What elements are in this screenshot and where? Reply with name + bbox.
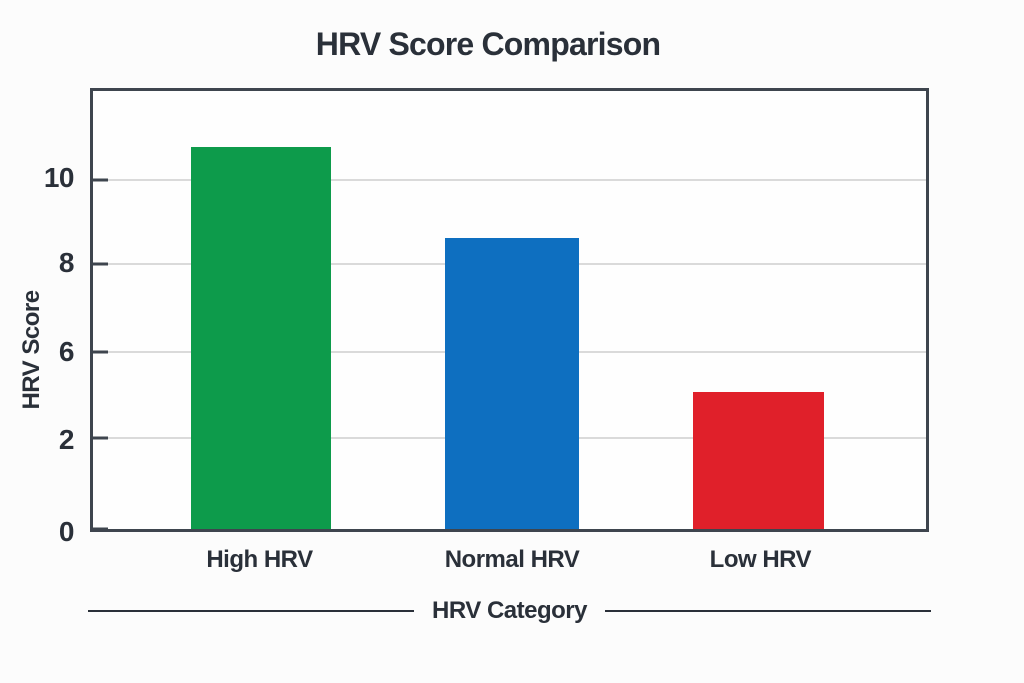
bar-low-hrv (692, 391, 824, 529)
x-category-label-low-hrv: Low HRV (709, 546, 812, 573)
y-tick-label-6: 6 (58, 336, 75, 368)
plot-area (90, 88, 929, 532)
y-tick-mark-0 (93, 527, 108, 531)
chart-title: HRV Score Comparison (315, 26, 661, 62)
y-tick-label-2: 2 (58, 424, 75, 456)
x-axis-rule-left (88, 610, 415, 612)
y-tick-mark-8 (93, 262, 108, 266)
x-axis-rule-right (604, 610, 931, 612)
x-axis-title: HRV Category (432, 597, 587, 624)
x-axis-category-labels: High HRV Normal HRV Low HRV (90, 546, 929, 580)
y-tick-label-10: 10 (43, 162, 75, 194)
bar-high-hrv (191, 147, 332, 529)
bar-normal-hrv (445, 238, 580, 529)
y-tick-label-0: 0 (58, 516, 75, 547)
x-axis-title-row: HRV Category (88, 597, 931, 625)
y-tick-label-8: 8 (58, 246, 75, 278)
y-tick-mark-6 (93, 350, 108, 354)
gridline-y-10 (93, 178, 926, 181)
x-category-label-high-hrv: High HRV (206, 546, 313, 573)
y-tick-mark-2 (93, 436, 108, 440)
y-tick-mark-10 (93, 178, 108, 182)
x-category-label-normal-hrv: Normal HRV (444, 546, 580, 573)
y-axis-tick-labels: 0 2 6 8 10 (0, 88, 80, 547)
